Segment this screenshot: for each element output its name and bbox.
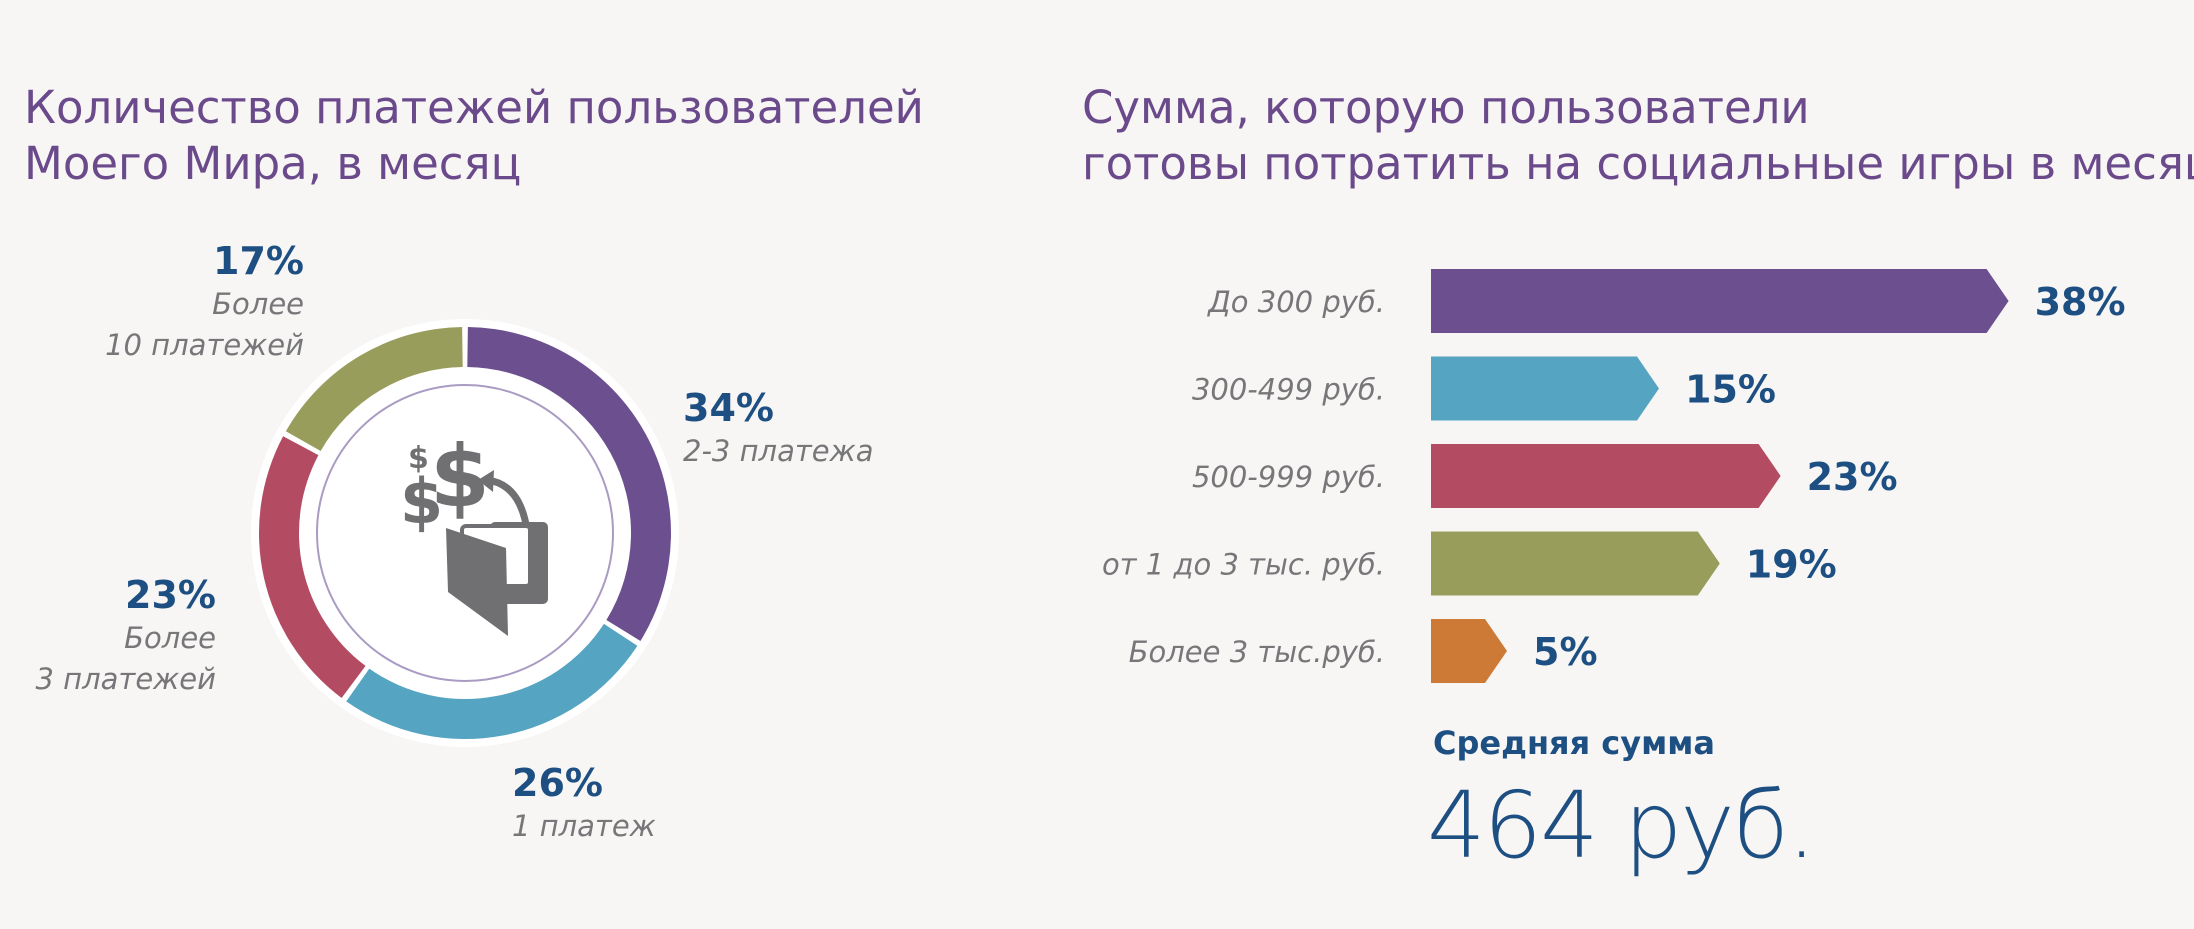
left-chart-title: Количество платежей пользователей Моего … [24,80,924,192]
bar-category-label-2: 300-499 руб. [1192,373,1385,407]
right-title-line-1: Сумма, которую пользователи [1082,81,1810,134]
svg-text:$: $ [400,465,443,538]
donut-value-label-4: 17% [213,239,304,283]
bar-value-label-1: 38% [2035,280,2126,324]
bar-5 [1431,619,1507,683]
left-title-line-1: Количество платежей пользователей [24,81,924,134]
bar-value-label-4: 19% [1746,543,1837,587]
donut-category-label-2: 1 платеж [512,809,656,843]
right-chart-title: Сумма, которую пользователи готовы потра… [1082,80,2194,192]
donut-value-label-2: 26% [512,761,603,805]
right-title-line-2: готовы потратить на социальные игры в ме… [1082,137,2194,190]
average-label: Средняя сумма [1433,724,1716,762]
bar-chart: До 300 руб. 38% 300-499 руб. 15% 500-999 руб… [1102,269,2126,683]
bar-value-label-3: 23% [1807,455,1898,499]
average-value: 464 руб. [1427,772,1816,879]
svg-text:$: $ [430,427,490,527]
donut-slice-4 [285,327,463,452]
donut-slice-3 [258,436,366,698]
svg-text:$: $ [408,441,429,476]
bar-2 [1431,356,1659,421]
money-wallet-icon: $$ $ [400,427,548,636]
bar-3 [1431,444,1781,508]
donut-inner-ring [316,384,614,682]
bar-category-label-4: от 1 до 3 тыс. руб. [1102,548,1385,582]
left-title-line-2: Моего Мира, в месяц [24,137,522,190]
donut-category-label-4: Более [212,287,304,321]
bar-category-label-3: 500-999 руб. [1192,460,1385,494]
donut-value-label-3: 23% [125,573,216,617]
bar-1 [1431,269,2009,333]
donut-slice-2 [346,623,638,740]
donut-slice-1 [467,327,671,641]
donut-category-label-3: Более [124,621,216,655]
bar-value-label-5: 5% [1533,630,1598,674]
bar-value-label-2: 15% [1685,368,1776,412]
bar-4 [1431,531,1720,596]
donut-category-label-3: 3 платежей [36,662,217,696]
bar-category-label-5: Более 3 тыс.руб. [1129,635,1385,669]
donut-category-label-1: 2-3 платежа [683,434,873,468]
donut-value-label-1: 34% [683,386,774,430]
donut-category-label-4: 10 платежей [105,328,304,362]
bar-category-label-1: До 300 руб. [1206,285,1385,319]
